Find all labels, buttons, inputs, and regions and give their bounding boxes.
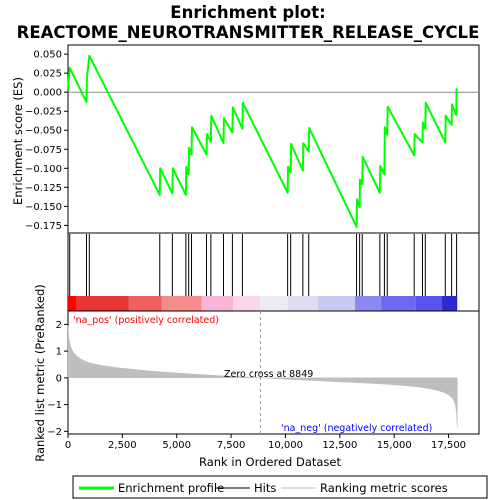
metric-x-tick-label: 2,500	[108, 440, 137, 451]
es-panel-frame	[67, 44, 480, 234]
legend-ranking-label: Ranking metric scores	[320, 481, 448, 495]
metric-panel: 2 1 0 −1 −2 0 2,500 5,000 7,500 10,000 12,500 15,0…	[33, 284, 480, 469]
rank-bar-segment	[76, 296, 129, 311]
rank-bar-segment	[287, 296, 319, 311]
rank-bar-segment	[355, 296, 382, 311]
metric-y-tick-label: 1	[56, 347, 62, 358]
legend-frame	[72, 475, 488, 499]
metric-x-axis-label: Rank in Ordered Dataset	[199, 455, 342, 469]
es-y-tick-label: −0.125	[25, 183, 62, 194]
metric-x-tick-label: 12,500	[322, 440, 357, 451]
ranking-metric-area	[67, 325, 458, 428]
metric-x-tick-label: 15,000	[377, 440, 412, 451]
metric-y-tick-label: −1	[47, 400, 62, 411]
es-y-tick-label: −0.175	[25, 221, 62, 232]
es-y-ticks: 0.050 0.025 0.000 −0.025 −0.050 −0.075 −0.100 −…	[25, 50, 68, 232]
metric-x-tick-label: 10,000	[268, 440, 303, 451]
es-panel: 0.050 0.025 0.000 −0.025 −0.050 −0.075 −0.100 −…	[11, 44, 480, 234]
rank-bar-segment	[381, 296, 416, 311]
rank-bar-segment	[233, 296, 261, 311]
metric-y-tick-label: 0	[56, 373, 62, 384]
metric-y-tick-label: 2	[56, 320, 62, 331]
metric-x-tick-label: 17,500	[431, 440, 466, 451]
negative-correlation-label: 'na_neg' (negatively correlated)	[281, 423, 432, 434]
rank-bar-segment	[201, 296, 234, 311]
rank-bar-segment	[442, 296, 458, 311]
metric-x-tick-label: 7,500	[217, 440, 246, 451]
hit-lines	[69, 234, 458, 296]
legend-hits-label: Hits	[254, 481, 276, 495]
enrichment-profile-line	[67, 54, 459, 228]
metric-x-tick-label: 5,000	[162, 440, 191, 451]
ranked-color-bar	[68, 296, 458, 311]
zero-cross-label: Zero cross at 8849	[224, 369, 313, 380]
metric-y-axis-label: Ranked list metric (PreRanked)	[33, 284, 47, 462]
es-y-tick-label: −0.150	[25, 202, 62, 213]
metric-x-ticks: 0 2,500 5,000 7,500 10,000 12,500 15,000 17,500	[65, 434, 466, 451]
chart-title-line1: Enrichment plot:	[170, 3, 325, 22]
rank-bar-segment	[161, 296, 202, 311]
es-y-axis-label: Enrichment score (ES)	[11, 77, 25, 205]
rank-bar-segment	[318, 296, 356, 311]
rank-bar-segment	[260, 296, 288, 311]
es-y-tick-label: −0.050	[25, 126, 62, 137]
chart-title-line2: REACTOME_NEUROTRANSMITTER_RELEASE_CYCLE	[17, 23, 480, 42]
es-y-tick-label: −0.100	[25, 164, 62, 175]
legend: Enrichment profile Hits Ranking metric s…	[72, 475, 488, 499]
es-y-tick-label: −0.075	[25, 145, 62, 156]
es-y-tick-label: −0.025	[25, 107, 62, 118]
legend-enrichment-label: Enrichment profile	[118, 481, 224, 495]
metric-x-tick-label: 0	[65, 440, 71, 451]
metric-y-ticks: 2 1 0 −1 −2	[47, 320, 68, 438]
rank-bar-segment	[128, 296, 162, 311]
es-y-tick-label: 0.025	[33, 69, 62, 80]
rank-bar-segment	[415, 296, 443, 311]
metric-y-tick-label: −2	[47, 427, 62, 438]
rank-bar-segment	[68, 296, 77, 311]
positive-correlation-label: 'na_pos' (positively correlated)	[73, 315, 219, 326]
hits-panel	[67, 232, 480, 312]
es-y-tick-label: 0.000	[33, 88, 62, 99]
es-y-tick-label: 0.050	[33, 50, 62, 61]
